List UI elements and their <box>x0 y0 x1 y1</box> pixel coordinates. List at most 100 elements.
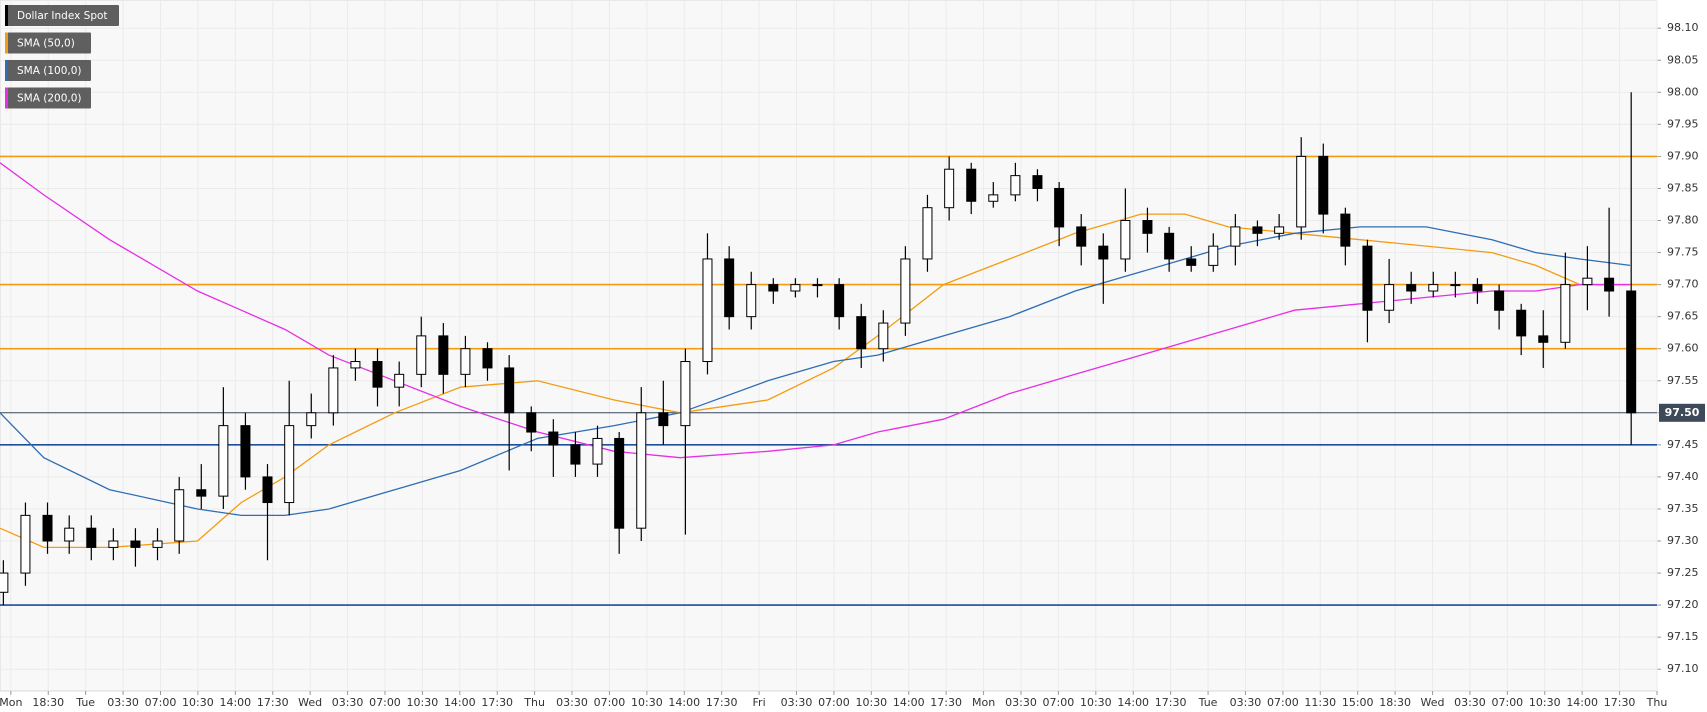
x-tick-label: 14:00 <box>444 696 476 709</box>
x-tick-label: 03:30 <box>1454 696 1486 709</box>
candle-body <box>1450 284 1461 287</box>
x-tick-label: 14:00 <box>1566 696 1598 709</box>
candle-body <box>218 425 229 497</box>
x-tick-label: 18:30 <box>32 696 64 709</box>
x-tick-label: 07:00 <box>1491 696 1523 709</box>
candle-body <box>680 361 691 427</box>
candle-body <box>1054 187 1065 228</box>
x-tick-label: 14:00 <box>893 696 925 709</box>
x-tick-label: Tue <box>75 696 95 709</box>
x-tick-label: 17:30 <box>1155 696 1187 709</box>
y-tick-label: 97.35 <box>1667 502 1699 515</box>
y-tick-label: 97.25 <box>1667 566 1699 579</box>
x-tick-label: 10:30 <box>407 696 439 709</box>
x-tick-label: Wed <box>298 696 322 709</box>
candle-body <box>20 514 31 574</box>
x-tick-label: 10:30 <box>1080 696 1112 709</box>
candle-body <box>1252 226 1263 234</box>
x-tick-label: 14:00 <box>219 696 251 709</box>
candle-body <box>1142 220 1153 234</box>
candle-body <box>1362 245 1373 311</box>
candle-body <box>1538 335 1549 343</box>
candle-body <box>988 194 999 202</box>
x-tick-label: 17:30 <box>706 696 738 709</box>
candle-body <box>1384 284 1395 311</box>
candle-body <box>922 207 933 260</box>
legend-box <box>5 60 91 81</box>
candle-body <box>548 431 559 446</box>
candle-body <box>614 437 625 529</box>
y-tick-label: 97.75 <box>1667 246 1699 259</box>
y-tick-label: 97.15 <box>1667 630 1699 643</box>
legend-box <box>5 5 119 26</box>
candle-body <box>1318 155 1329 215</box>
candle-body <box>746 284 757 318</box>
candle-body <box>1560 284 1571 343</box>
candle-body <box>328 367 339 414</box>
sma-line <box>0 226 1631 517</box>
legend-swatch <box>5 87 8 109</box>
y-tick-label: 98.05 <box>1667 53 1699 66</box>
x-tick-label: Mon <box>0 696 22 709</box>
candle-body <box>592 437 603 465</box>
y-tick-label: 97.30 <box>1667 534 1699 547</box>
candle-body <box>834 284 845 318</box>
candle-body <box>108 540 119 548</box>
candle-body <box>262 476 273 504</box>
candle-body <box>1208 245 1219 266</box>
legend-label: SMA (200,0) <box>17 93 82 105</box>
legend-label: Dollar Index Spot <box>17 10 108 22</box>
candle-body <box>1582 277 1593 286</box>
x-tick-label: 03:30 <box>781 696 813 709</box>
y-tick-label: 97.65 <box>1667 310 1699 323</box>
x-tick-label: 03:30 <box>1005 696 1037 709</box>
y-tick-label: 97.90 <box>1667 149 1699 162</box>
candle-body <box>196 489 207 497</box>
candle-body <box>702 258 713 363</box>
candle-body <box>1076 226 1087 247</box>
x-tick-label: 11:30 <box>1304 696 1336 709</box>
candle-body <box>152 540 163 548</box>
candle-body <box>900 258 911 324</box>
candle-body <box>812 284 823 287</box>
candle-body <box>174 489 185 542</box>
candle-body <box>130 540 141 548</box>
candle-body <box>1098 245 1109 260</box>
x-tick-label: Thu <box>1646 696 1668 709</box>
candle-body <box>284 425 295 504</box>
candle-body <box>724 258 735 318</box>
candle-body <box>856 316 867 350</box>
y-tick-label: 97.60 <box>1667 342 1699 355</box>
candle-body <box>438 335 449 375</box>
x-tick-label: Wed <box>1421 696 1445 709</box>
candle-body <box>240 425 251 478</box>
candle-body <box>394 373 405 388</box>
x-tick-label: 10:30 <box>631 696 663 709</box>
x-tick-label: 10:30 <box>182 696 214 709</box>
x-tick-label: 17:30 <box>257 696 289 709</box>
x-tick-label: 03:30 <box>1230 696 1262 709</box>
x-tick-label: 17:30 <box>481 696 513 709</box>
x-tick-label: 07:00 <box>818 696 850 709</box>
candle-body <box>372 361 383 388</box>
candle-body <box>1120 220 1131 260</box>
candle-body <box>350 361 361 369</box>
x-tick-label: 17:30 <box>1604 696 1636 709</box>
x-tick-label: 03:30 <box>332 696 364 709</box>
candle-body <box>504 367 515 414</box>
candle-body <box>878 322 889 350</box>
plot-area <box>0 0 1658 692</box>
candle-body <box>1604 277 1615 292</box>
candle-body <box>1472 284 1483 292</box>
candle-body <box>1340 213 1351 247</box>
candle-body <box>658 412 669 427</box>
candle-body <box>790 284 801 292</box>
candle-body <box>526 412 537 433</box>
x-tick-label: 14:00 <box>668 696 700 709</box>
candle-body <box>944 168 955 209</box>
candle-body <box>64 527 75 542</box>
candle-body <box>0 572 9 593</box>
x-tick-label: 17:30 <box>930 696 962 709</box>
